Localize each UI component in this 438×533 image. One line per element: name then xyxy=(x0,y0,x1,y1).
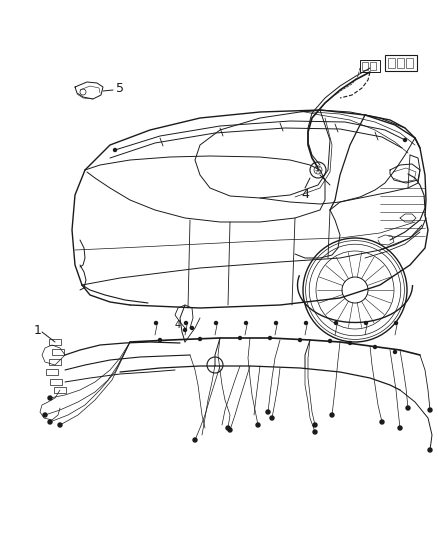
Circle shape xyxy=(310,162,326,178)
Circle shape xyxy=(155,321,158,325)
Circle shape xyxy=(328,340,332,343)
Circle shape xyxy=(395,321,398,325)
Circle shape xyxy=(275,321,278,325)
Circle shape xyxy=(330,413,334,417)
Circle shape xyxy=(349,342,352,344)
Circle shape xyxy=(398,426,402,430)
Circle shape xyxy=(215,321,218,325)
Text: 1: 1 xyxy=(34,324,42,336)
Circle shape xyxy=(43,413,47,417)
Circle shape xyxy=(239,336,241,340)
Circle shape xyxy=(335,321,338,325)
Circle shape xyxy=(304,321,307,325)
Bar xyxy=(397,58,404,68)
Circle shape xyxy=(299,338,301,342)
Text: 4: 4 xyxy=(175,320,181,330)
Circle shape xyxy=(428,408,432,412)
Circle shape xyxy=(374,345,377,349)
Bar xyxy=(52,349,64,355)
Circle shape xyxy=(380,420,384,424)
Bar xyxy=(49,339,61,345)
Circle shape xyxy=(191,327,194,329)
Circle shape xyxy=(313,423,317,427)
Circle shape xyxy=(159,338,162,342)
Bar xyxy=(49,359,61,365)
Bar xyxy=(46,369,58,375)
Circle shape xyxy=(48,396,52,400)
Bar xyxy=(406,58,413,68)
Circle shape xyxy=(266,410,270,414)
Circle shape xyxy=(270,416,274,420)
Circle shape xyxy=(48,420,52,424)
Circle shape xyxy=(113,149,117,151)
Circle shape xyxy=(198,337,201,341)
Circle shape xyxy=(228,428,232,432)
Circle shape xyxy=(193,438,197,442)
Circle shape xyxy=(226,426,230,430)
Bar xyxy=(360,60,380,72)
Circle shape xyxy=(313,430,317,434)
Circle shape xyxy=(364,321,367,325)
Bar xyxy=(385,55,417,71)
Circle shape xyxy=(256,423,260,427)
Circle shape xyxy=(58,423,62,427)
Bar xyxy=(370,62,376,70)
Circle shape xyxy=(403,139,406,141)
Text: 5: 5 xyxy=(116,82,124,94)
Circle shape xyxy=(184,328,187,332)
Circle shape xyxy=(184,321,187,325)
Text: 4: 4 xyxy=(301,189,309,201)
Circle shape xyxy=(406,406,410,410)
Circle shape xyxy=(428,448,432,452)
Circle shape xyxy=(268,336,272,340)
Circle shape xyxy=(393,351,396,353)
Bar xyxy=(54,387,66,393)
Bar xyxy=(362,62,368,70)
Bar xyxy=(388,58,395,68)
Circle shape xyxy=(244,321,247,325)
Bar xyxy=(50,379,62,385)
